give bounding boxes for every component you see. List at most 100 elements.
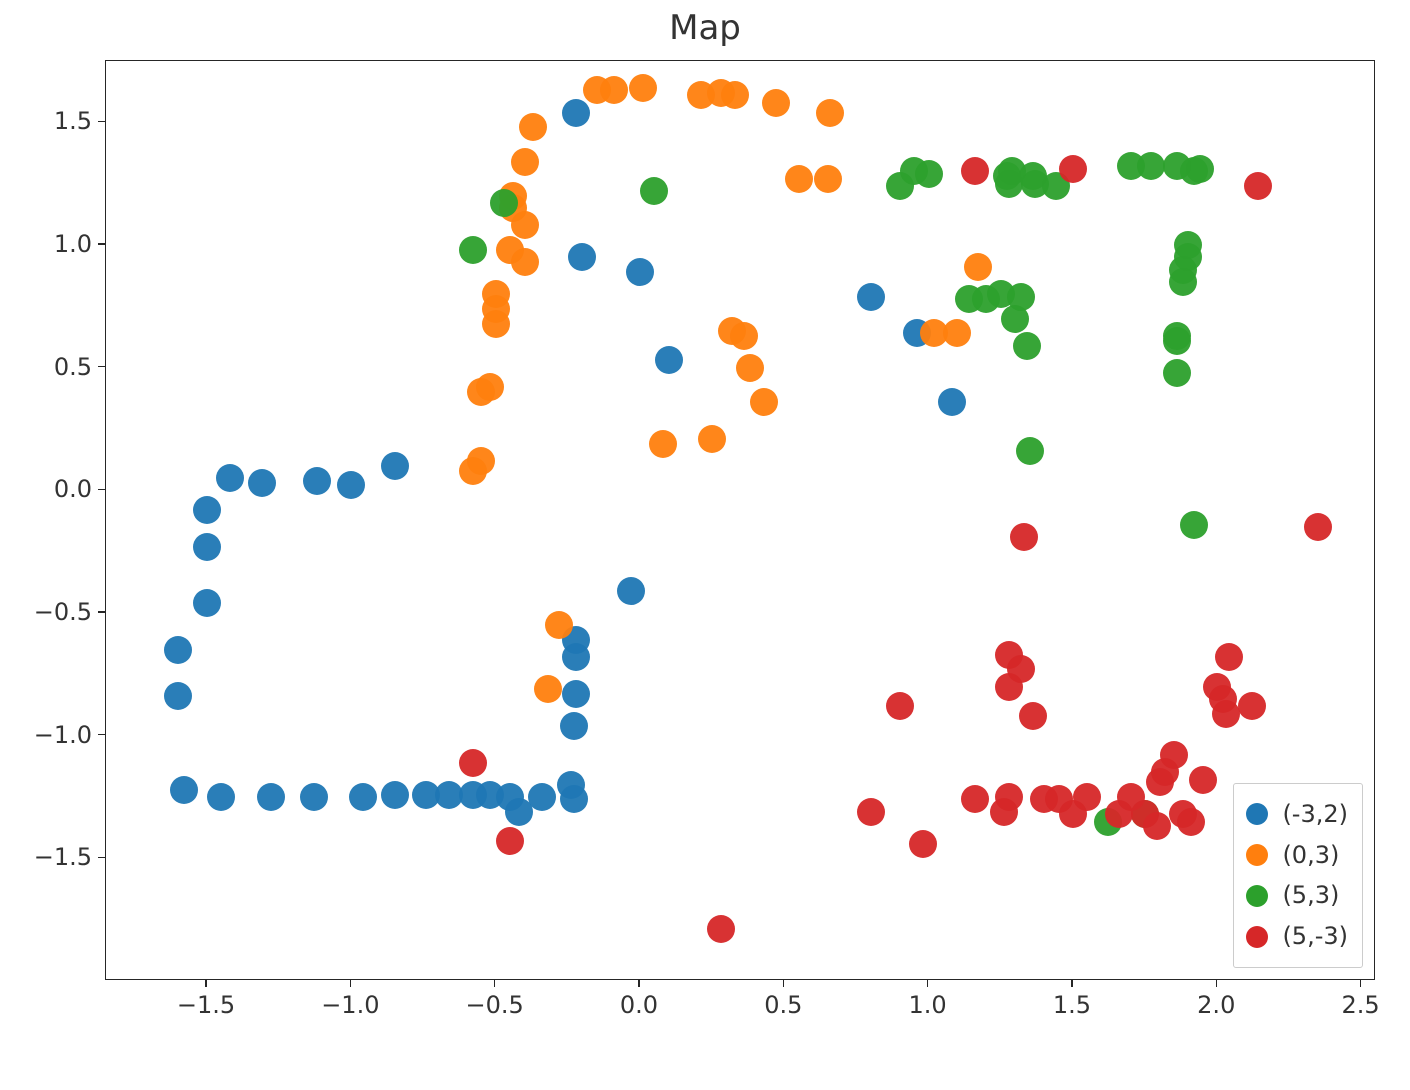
scatter-point (1180, 511, 1208, 539)
x-tick-mark (1071, 980, 1072, 987)
scatter-point (459, 236, 487, 264)
scatter-point (1007, 283, 1035, 311)
scatter-point (459, 749, 487, 777)
scatter-point (857, 798, 885, 826)
legend-swatch-icon (1246, 885, 1268, 907)
scatter-point (1304, 513, 1332, 541)
scatter-point (1238, 692, 1266, 720)
x-tick-mark (783, 980, 784, 987)
y-tick-mark (98, 734, 105, 735)
scatter-point (617, 577, 645, 605)
scatter-point (707, 915, 735, 943)
scatter-point (337, 471, 365, 499)
scatter-point (545, 611, 573, 639)
scatter-point (814, 165, 842, 193)
scatter-point (528, 783, 556, 811)
x-tick-label: −1.5 (177, 991, 235, 1019)
scatter-point (736, 354, 764, 382)
scatter-point (1244, 172, 1272, 200)
legend-label: (5,-3) (1282, 916, 1348, 957)
scatter-point (909, 830, 937, 858)
legend-swatch-icon (1246, 926, 1268, 948)
legend-row: (5,3) (1246, 875, 1348, 916)
y-tick-label: 1.5 (54, 107, 92, 135)
x-tick-label: 1.5 (1053, 991, 1091, 1019)
scatter-point (511, 148, 539, 176)
scatter-point (640, 177, 668, 205)
scatter-point (1215, 643, 1243, 671)
scatter-point (476, 373, 504, 401)
scatter-point (164, 636, 192, 664)
x-tick-mark (1360, 980, 1361, 987)
x-tick-mark (350, 980, 351, 987)
y-tick-mark (98, 243, 105, 244)
scatter-point (490, 189, 518, 217)
scatter-point (961, 157, 989, 185)
scatter-point (1212, 700, 1240, 728)
legend-label: (0,3) (1282, 835, 1339, 876)
x-tick-label: 1.0 (909, 991, 947, 1019)
scatter-point (655, 346, 683, 374)
y-tick-mark (98, 366, 105, 367)
chart-title: Map (0, 8, 1410, 48)
scatter-point (482, 280, 510, 308)
scatter-point (193, 533, 221, 561)
scatter-point (170, 776, 198, 804)
scatter-point (721, 81, 749, 109)
plot-area (105, 60, 1375, 980)
x-tick-label: −1.0 (321, 991, 379, 1019)
scatter-point (1174, 231, 1202, 259)
scatter-point (248, 469, 276, 497)
x-tick-label: 2.0 (1197, 991, 1235, 1019)
x-tick-label: −0.5 (466, 991, 524, 1019)
x-tick-mark (638, 980, 639, 987)
scatter-point (519, 113, 547, 141)
scatter-point (1143, 812, 1171, 840)
scatter-point (943, 319, 971, 347)
scatter-point (649, 430, 677, 458)
y-tick-mark (98, 121, 105, 122)
scatter-point (629, 74, 657, 102)
legend-swatch-icon (1246, 844, 1268, 866)
scatter-point (300, 783, 328, 811)
scatter-point (560, 712, 588, 740)
scatter-point (257, 783, 285, 811)
y-tick-label: 0.0 (54, 475, 92, 503)
chart-container: Map −1.5−1.0−0.50.00.51.01.52.02.5−1.5−1… (0, 0, 1410, 1090)
scatter-point (534, 675, 562, 703)
y-tick-mark (98, 611, 105, 612)
x-tick-label: 0.5 (764, 991, 802, 1019)
scatter-point (1137, 152, 1165, 180)
legend: (-3,2)(0,3)(5,3)(5,-3) (1233, 783, 1363, 968)
scatter-point (467, 447, 495, 475)
scatter-point (511, 211, 539, 239)
scatter-point (1186, 155, 1214, 183)
scatter-point (816, 99, 844, 127)
scatter-point (568, 243, 596, 271)
scatter-point (1189, 766, 1217, 794)
y-tick-label: −0.5 (34, 598, 92, 626)
scatter-point (562, 99, 590, 127)
y-tick-label: 0.5 (54, 353, 92, 381)
x-tick-label: 2.5 (1341, 991, 1379, 1019)
legend-row: (0,3) (1246, 835, 1348, 876)
scatter-point (164, 682, 192, 710)
scatter-point (193, 589, 221, 617)
scatter-point (1163, 322, 1191, 350)
x-tick-mark (494, 980, 495, 987)
scatter-point (730, 322, 758, 350)
scatter-point (381, 781, 409, 809)
y-tick-label: −1.5 (34, 843, 92, 871)
scatter-point (1163, 359, 1191, 387)
scatter-point (600, 76, 628, 104)
scatter-point (1019, 702, 1047, 730)
x-tick-mark (927, 980, 928, 987)
y-tick-label: 1.0 (54, 230, 92, 258)
legend-row: (5,-3) (1246, 916, 1348, 957)
y-tick-mark (98, 489, 105, 490)
scatter-point (857, 283, 885, 311)
x-tick-mark (205, 980, 206, 987)
legend-label: (-3,2) (1282, 794, 1348, 835)
x-tick-label: 0.0 (620, 991, 658, 1019)
scatter-point (1013, 332, 1041, 360)
